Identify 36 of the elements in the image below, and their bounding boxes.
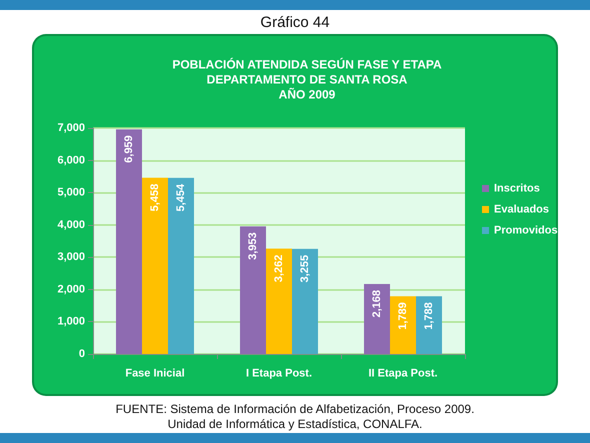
bar [116,129,142,354]
data-label: 3,255 [299,254,311,282]
y-tick-label: 2,000 [57,283,85,296]
y-tick-label: 6,000 [57,154,85,166]
chart-subtitle: POBLACIÓN ATENDIDA SEGÚN FASE Y ETAPA DEPARTAMENTO DE SANTA ROSA AÑO 2009 [172,58,442,102]
data-label: 2,168 [371,290,383,318]
bar [292,248,318,354]
y-tick-label: 3,000 [57,251,85,264]
y-tick-label: 5,000 [57,186,85,199]
bar [390,296,416,354]
y-tick-label: 0 [78,348,85,360]
text: Unidad de Informática y Estadística, CONALFA. [168,417,422,431]
x-tick-label: I Etapa Post. [246,368,312,380]
data-label: 1,788 [423,302,435,330]
data-label: 1,789 [397,302,409,330]
data-label: 5,454 [175,183,187,212]
x-tick-label: II Etapa Post. [368,368,438,380]
y-tick-label: 1,000 [57,316,85,328]
y-tick-label: 4,000 [57,218,85,231]
data-label: 3,262 [273,254,285,282]
legend-label: Inscritos [494,182,540,194]
bar [266,248,292,354]
x-tick-label: Fase Inicial [125,368,185,380]
bar [364,284,390,354]
legend-label: Promovidos [494,224,558,236]
data-label: 3,953 [247,232,259,260]
chart-title: Gráfico 44 [260,14,330,31]
bar [168,178,194,354]
legend-label: Evaluados [494,204,550,216]
bar [142,178,168,354]
bar [240,226,266,354]
source-note: FUENTE: Sistema de Información de Alfabetización, Proceso 2009. [116,402,474,416]
data-label: 6,959 [123,135,135,163]
y-tick-label: 7,000 [57,122,85,134]
bar [416,296,442,354]
data-label: 5,458 [149,184,161,212]
